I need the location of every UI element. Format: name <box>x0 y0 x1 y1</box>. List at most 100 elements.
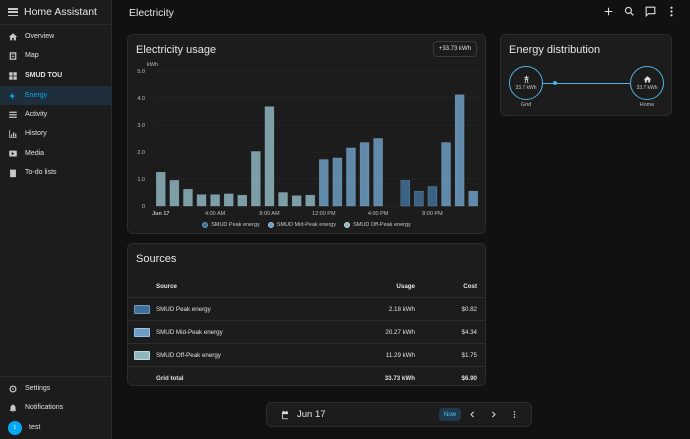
selected-date[interactable]: Jun 17 <box>297 409 326 420</box>
chart-bar <box>414 190 424 207</box>
legend-swatch <box>202 222 209 228</box>
y-unit-label: kWh <box>147 62 158 68</box>
sidebar-item-overview[interactable]: Overview <box>0 27 112 46</box>
grid-icon <box>9 71 17 80</box>
sidebar-item-todo[interactable]: To-do lists <box>0 163 112 182</box>
column-header: Usage <box>396 282 415 290</box>
more-vertical-icon[interactable] <box>510 410 519 419</box>
chart-bar <box>468 190 478 207</box>
home-label: Home <box>639 102 655 108</box>
plus-icon[interactable] <box>602 5 615 18</box>
sidebar-item-energy[interactable]: Energy <box>0 86 112 105</box>
sidebar-item-label: History <box>25 130 47 137</box>
chart-bar <box>291 195 302 207</box>
home-icon <box>8 32 18 40</box>
x-tick-label: 8:00 AM <box>259 211 280 217</box>
y-tick-label: 1.0 <box>137 177 145 183</box>
chart-bar <box>359 142 370 207</box>
column-header: Source <box>156 282 177 290</box>
source-cost: $0.82 <box>461 305 477 313</box>
card-title: Sources <box>136 253 177 265</box>
sidebar-item-settings[interactable]: Settings <box>0 379 112 398</box>
source-name: SMUD Peak energy <box>156 305 211 313</box>
sidebar-item-media[interactable]: Media <box>0 144 112 163</box>
total-badge[interactable]: +33.73 kWh <box>432 41 477 57</box>
grid-node[interactable]: 33.7 kWh <box>509 66 543 100</box>
chat-icon[interactable] <box>644 5 657 18</box>
table-header: Source Usage Cost <box>128 275 485 298</box>
sidebar: Home Assistant Overview Map SMUD TOU Ene… <box>0 0 112 439</box>
sidebar-item-smud-tou[interactable]: SMUD TOU <box>0 66 112 85</box>
sidebar-item-label: Activity <box>25 111 48 118</box>
top-bar: Electricity <box>113 0 690 25</box>
total-cost: $6.90 <box>461 375 477 382</box>
search-icon[interactable] <box>623 5 636 18</box>
now-button[interactable]: Now <box>439 408 461 421</box>
source-cost: $1.75 <box>461 351 477 359</box>
legend-swatch <box>344 222 351 228</box>
legend-item-mid-peak[interactable]: SMUD Mid-Peak energy <box>267 222 336 228</box>
menu-icon[interactable] <box>8 7 18 17</box>
chart-bar <box>223 193 234 207</box>
chevron-left-icon[interactable] <box>468 410 477 419</box>
sidebar-item-user[interactable]: t test <box>0 418 112 437</box>
chart-bar <box>400 180 411 207</box>
electricity-usage-card: Electricity usage +33.73 kWh kWh 0 1.0 2.0 3… <box>127 34 486 234</box>
x-tick-label: Jun 17 <box>152 211 169 217</box>
chart-bar <box>210 194 220 207</box>
x-tick-label: 4:00 PM <box>368 211 389 217</box>
top-actions <box>602 5 678 18</box>
source-usage: 20.27 kWh <box>385 328 415 336</box>
sidebar-item-label: Overview <box>25 33 55 40</box>
color-swatch <box>128 350 156 360</box>
chart-bar <box>332 157 343 207</box>
more-vertical-icon[interactable] <box>665 5 678 18</box>
gear-icon <box>9 384 17 393</box>
color-swatch <box>128 327 156 337</box>
media-icon <box>9 150 17 156</box>
flow-dot <box>553 81 557 85</box>
legend-label: SMUD Off-Peak energy <box>353 222 411 228</box>
energy-distribution-card: Energy distribution 33.7 kWh Grid 33.7 k… <box>500 34 672 116</box>
home-icon <box>643 76 651 83</box>
legend-swatch <box>267 222 274 228</box>
map-icon <box>9 51 17 60</box>
transmission-tower-icon <box>523 75 529 84</box>
chart-bar <box>196 194 207 207</box>
chart-bar <box>441 142 451 207</box>
chart-legend: SMUD Peak energy SMUD Mid-Peak energy SM… <box>128 222 485 228</box>
sidebar-header: Home Assistant <box>0 0 111 25</box>
sidebar-item-map[interactable]: Map <box>0 46 112 65</box>
date-picker-bar: Jun 17 Now <box>266 402 532 427</box>
y-tick-label: 3.0 <box>137 123 145 129</box>
sidebar-item-label: Energy <box>25 92 48 99</box>
color-swatch <box>128 304 156 314</box>
legend-item-peak[interactable]: SMUD Peak energy <box>202 222 260 228</box>
calendar-icon[interactable] <box>280 410 290 420</box>
card-title: Energy distribution <box>509 44 601 56</box>
app-title: Home Assistant <box>24 6 97 18</box>
chart-bar <box>454 94 465 207</box>
source-name: SMUD Mid-Peak energy <box>156 328 223 336</box>
chevron-right-icon[interactable] <box>489 410 498 419</box>
chart-bar <box>169 180 180 207</box>
sidebar-item-label: To-do lists <box>25 169 57 176</box>
chart-icon <box>9 129 17 138</box>
source-usage: 2.18 kWh <box>388 305 415 313</box>
sidebar-item-history[interactable]: History <box>0 124 112 143</box>
chart-bar <box>278 192 288 207</box>
chart-bar <box>319 159 329 207</box>
sidebar-item-notifications[interactable]: Notifications <box>0 398 112 417</box>
clipboard-icon <box>10 169 16 177</box>
chart-bar <box>183 189 193 207</box>
x-tick-label: 4:00 AM <box>205 211 226 217</box>
source-usage: 11.29 kWh <box>385 351 415 359</box>
legend-item-off-peak[interactable]: SMUD Off-Peak energy <box>344 222 411 228</box>
home-value: 33.7 kWh <box>636 85 658 91</box>
sidebar-item-activity[interactable]: Activity <box>0 105 112 124</box>
card-title: Electricity usage <box>136 44 217 56</box>
chart-bar <box>251 151 261 207</box>
x-tick-label: 8:00 PM <box>422 211 443 217</box>
home-node[interactable]: 33.7 kWh <box>630 66 664 100</box>
sources-table: Source Usage Cost SMUD Peak energy 2.18 … <box>128 275 485 390</box>
